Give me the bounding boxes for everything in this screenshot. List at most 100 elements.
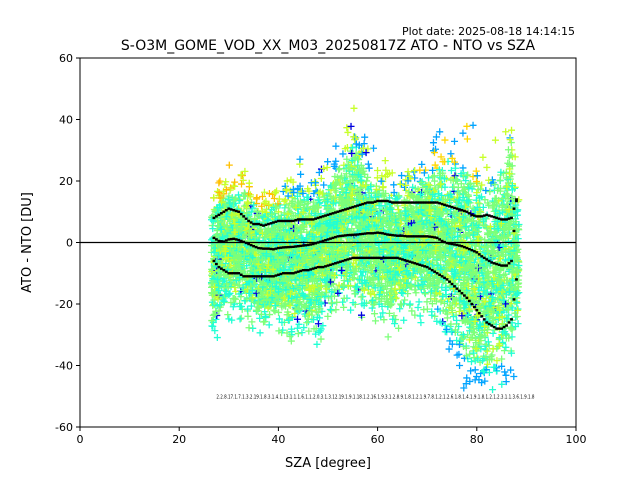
cloud-point <box>222 200 230 208</box>
cloud-point <box>220 297 228 305</box>
cloud-point <box>474 324 482 332</box>
cloud-point <box>209 225 217 233</box>
cloud-point <box>460 384 468 392</box>
cloud-point <box>343 124 351 132</box>
cloud-point <box>489 386 497 394</box>
cloud-point <box>508 162 516 170</box>
cloud-point <box>350 162 358 170</box>
cloud-point <box>417 269 425 277</box>
cloud-point <box>210 296 218 304</box>
cloud-point <box>343 155 351 163</box>
cloud-point <box>423 298 431 306</box>
cloud-point <box>418 178 426 186</box>
cloud-point <box>247 302 255 310</box>
cloud-point <box>240 189 248 197</box>
cloud-point <box>379 183 387 191</box>
cloud-point <box>273 235 281 243</box>
cloud-point <box>244 312 252 320</box>
cloud-point <box>274 213 282 221</box>
cloud-point <box>476 194 484 202</box>
cloud-point <box>213 227 221 235</box>
cloud-point <box>449 234 457 242</box>
cloud-point <box>284 308 292 316</box>
cloud-point <box>491 181 499 189</box>
cloud-point <box>211 207 219 215</box>
cloud-point <box>451 158 458 166</box>
cloud-point <box>375 291 383 299</box>
cloud-point <box>510 261 518 269</box>
cloud-point <box>358 150 366 158</box>
cloud-point <box>258 192 266 200</box>
cloud-point <box>244 305 252 313</box>
cloud-point <box>429 139 437 147</box>
cloud-point <box>372 317 380 325</box>
cloud-point <box>338 184 346 192</box>
cloud-point <box>294 315 302 323</box>
cloud-point <box>225 273 233 281</box>
cloud-point <box>366 195 374 203</box>
cloud-point <box>339 298 347 306</box>
cloud-point <box>365 189 373 197</box>
cloud-point <box>448 215 456 223</box>
cloud-point <box>416 312 424 320</box>
cloud-point <box>469 286 477 294</box>
cloud-point <box>484 360 492 368</box>
cloud-point <box>447 191 455 199</box>
cloud-point <box>378 274 386 282</box>
cloud-point <box>442 216 450 224</box>
cloud-point <box>492 194 500 202</box>
cloud-point <box>343 226 351 234</box>
cloud-point <box>487 285 495 293</box>
cloud-point <box>455 308 463 316</box>
cloud-point <box>243 198 251 206</box>
cloud-point <box>213 232 221 240</box>
cloud-point <box>259 213 267 221</box>
cloud-point <box>237 303 245 311</box>
cloud-point <box>343 269 351 277</box>
cloud-point <box>265 200 273 208</box>
cloud-point <box>483 288 491 296</box>
cloud-point <box>327 307 335 315</box>
cloud-point <box>339 282 347 290</box>
cloud-point <box>293 324 301 332</box>
cloud-point <box>444 259 452 266</box>
cloud-point <box>284 210 292 218</box>
cloud-point <box>473 372 481 380</box>
cloud-point <box>463 122 471 130</box>
cloud-point <box>321 299 329 307</box>
cloud-point <box>326 216 334 224</box>
cloud-point <box>361 170 369 178</box>
cloud-point <box>467 367 475 375</box>
cloud-point <box>418 160 426 168</box>
cloud-point <box>287 176 295 184</box>
cloud-point <box>448 306 456 314</box>
cloud-point <box>358 272 366 280</box>
cloud-point <box>390 189 398 197</box>
cloud-point <box>361 133 369 141</box>
cloud-point <box>382 166 390 174</box>
cloud-point <box>335 165 343 173</box>
cloud-point <box>316 314 324 322</box>
cloud-point <box>380 285 388 293</box>
cloud-point <box>368 304 376 312</box>
cloud-point <box>285 227 293 235</box>
cloud-point <box>459 129 467 137</box>
cloud-point <box>451 172 459 180</box>
cloud-point <box>236 197 244 205</box>
cloud-point <box>469 121 477 129</box>
cloud-point <box>436 318 444 326</box>
cloud-point <box>317 282 325 290</box>
cloud-point <box>260 188 268 196</box>
cloud-point <box>328 288 336 296</box>
cloud-point <box>350 104 358 112</box>
cloud-point <box>241 167 249 175</box>
cloud-point <box>241 297 249 305</box>
cloud-point <box>275 315 283 323</box>
cloud-point <box>209 311 217 319</box>
cloud-point <box>215 179 223 187</box>
cloud-point <box>448 340 456 348</box>
cloud-point <box>507 324 515 332</box>
cloud-point <box>500 271 508 279</box>
cloud-point <box>474 199 482 207</box>
cloud-point <box>492 232 500 240</box>
